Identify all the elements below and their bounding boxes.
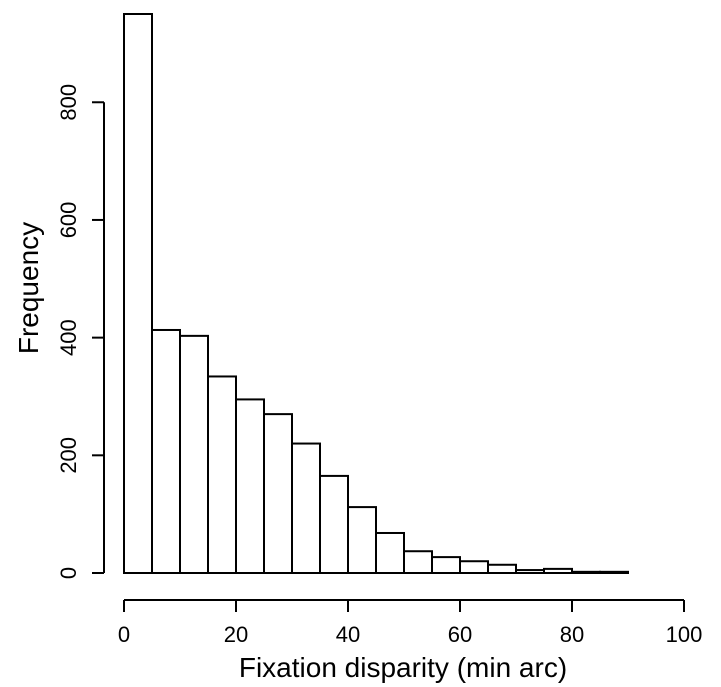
histogram-bar-4 xyxy=(235,398,265,575)
x-tick-label-100: 100 xyxy=(666,622,703,647)
x-tick-label-20: 20 xyxy=(224,622,248,647)
histogram-bar-3 xyxy=(207,375,237,575)
y-tick-label-800: 800 xyxy=(56,84,81,121)
histogram-bar-0 xyxy=(123,13,153,574)
histogram-bar-2 xyxy=(179,334,209,574)
histogram-bar-13 xyxy=(487,563,517,574)
bars-group xyxy=(123,13,629,575)
x-axis: 0 20 40 60 80 100 xyxy=(118,599,703,647)
histogram-bar-7 xyxy=(319,474,349,574)
histogram-bar-16 xyxy=(571,570,601,575)
histogram-bar-12 xyxy=(459,560,489,574)
histogram-bar-15 xyxy=(543,567,573,574)
histogram-bar-10 xyxy=(403,550,433,574)
histogram-bar-8 xyxy=(347,506,377,574)
histogram-bar-5 xyxy=(263,413,293,574)
y-axis: 0 200 400 600 800 xyxy=(56,84,105,579)
y-tick-label-600: 600 xyxy=(56,202,81,239)
histogram-bar-11 xyxy=(431,556,461,574)
histogram-bar-1 xyxy=(151,328,181,575)
x-tick-label-80: 80 xyxy=(560,622,584,647)
x-axis-title: Fixation disparity (min arc) xyxy=(239,652,567,683)
histogram-bar-17 xyxy=(599,570,629,575)
y-tick-label-200: 200 xyxy=(56,437,81,474)
histogram-bar-6 xyxy=(291,442,321,574)
y-tick-label-400: 400 xyxy=(56,319,81,356)
y-axis-title: Frequency xyxy=(13,222,44,354)
y-tick-label-0: 0 xyxy=(56,567,81,579)
x-tick-label-40: 40 xyxy=(336,622,360,647)
histogram-bar-14 xyxy=(515,569,545,575)
x-tick-label-60: 60 xyxy=(448,622,472,647)
x-tick-label-0: 0 xyxy=(118,622,130,647)
histogram-bar-9 xyxy=(375,531,405,574)
